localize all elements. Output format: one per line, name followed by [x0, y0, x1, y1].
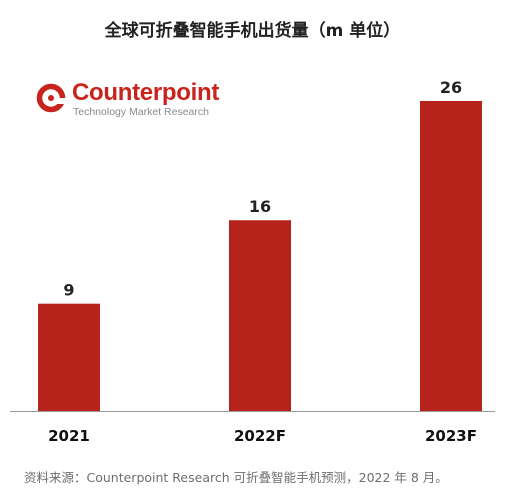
- counterpoint-logo: Counterpoint Technology Market Research: [36, 79, 236, 124]
- bar-2023F: [420, 101, 482, 411]
- logo-tagline: Technology Market Research: [73, 106, 209, 118]
- labels-layer: 9 2021 16 2022F 26 2023F: [48, 78, 477, 445]
- bars-layer: [38, 101, 482, 411]
- bar-2021: [38, 303, 100, 411]
- data-label-2021: 9: [63, 281, 74, 300]
- category-label-2021: 2021: [48, 427, 90, 445]
- source-note: 资料来源：Counterpoint Research 可折叠智能手机预测，202…: [24, 470, 448, 485]
- category-label-2022F: 2022F: [234, 427, 286, 445]
- data-label-2023F: 26: [440, 78, 462, 97]
- bar-chart: 9 2021 16 2022F 26 2023F: [10, 78, 495, 445]
- bar-2022F: [229, 220, 291, 411]
- counterpoint-logo-icon: [36, 83, 66, 113]
- chart-title: 全球可折叠智能手机出货量（m 单位）: [104, 21, 401, 41]
- category-label-2023F: 2023F: [425, 427, 477, 445]
- logo-name: Counterpoint: [72, 79, 220, 106]
- data-label-2022F: 16: [249, 197, 271, 216]
